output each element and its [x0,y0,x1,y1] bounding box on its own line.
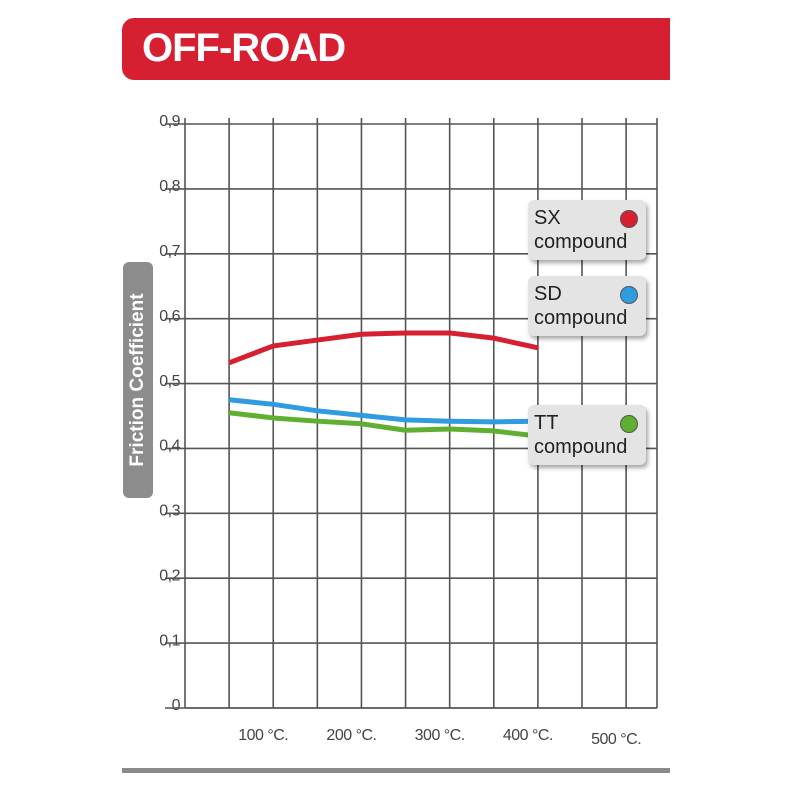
x-tick-label: 200 °C. [326,727,376,744]
legend-entry: SD compound [528,276,646,336]
legend-label: TT compound [534,412,628,458]
y-tick-label: 0,8 [159,178,180,195]
y-axis-label: Friction Coefficient [127,293,148,467]
y-tick-label: 0,7 [159,243,180,260]
legend-label: SD compound [534,283,628,329]
y-tick-label: 0,6 [159,308,180,325]
bottom-rule [122,768,670,773]
legend-swatch [620,415,638,433]
x-tick-label: 100 °C. [238,727,288,744]
legend-swatch [620,286,638,304]
series-line [228,330,539,366]
legend-label: SX compound [534,207,628,253]
y-tick-label: 0,4 [159,438,180,455]
y-tick-label: 0,9 [159,113,180,130]
x-tick-label: 500 °C. [591,731,641,748]
y-tick-label: 0,1 [159,632,180,649]
x-tick-label: 400 °C. [503,727,553,744]
series-line [228,410,539,439]
title-banner: OFF-ROAD [122,18,670,80]
legend-entry: SX compound [528,200,646,260]
chart-title: OFF-ROAD [142,26,346,70]
series-line [228,397,538,425]
legend-swatch [620,210,638,228]
y-tick-label: 0,2 [159,567,180,584]
y-tick-label: 0 [172,697,181,714]
legend-entry: TT compound [528,405,646,465]
y-tick-label: 0,3 [159,503,180,520]
y-axis-label-box [123,262,153,498]
x-tick-label: 300 °C. [415,727,465,744]
y-tick-label: 0,5 [159,373,180,390]
